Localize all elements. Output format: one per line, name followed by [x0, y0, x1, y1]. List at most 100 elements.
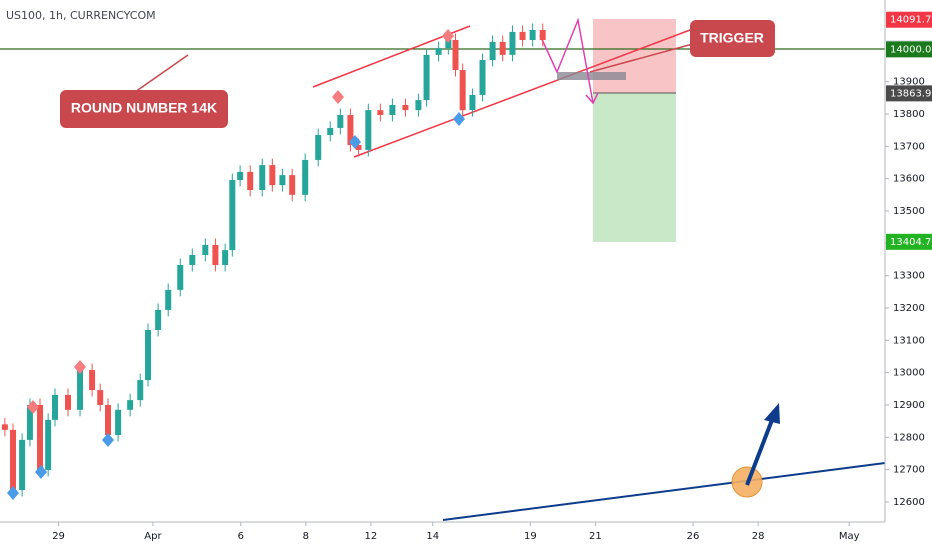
chart-title: US100, 1h, CURRENCYCOM	[6, 9, 156, 22]
y-tick-label: 13700	[893, 141, 925, 152]
y-tick-label: 13000	[893, 368, 925, 379]
candle-body	[212, 244, 219, 265]
callout-box	[690, 20, 775, 57]
x-tick-label: 28	[752, 531, 765, 542]
candle-body	[1, 424, 8, 430]
candle-body	[445, 39, 452, 49]
candle-body	[279, 175, 286, 186]
candle-body	[459, 70, 466, 111]
low-marker	[102, 433, 114, 447]
candle-body	[365, 110, 372, 150]
candle-body	[415, 100, 422, 111]
candle-body	[19, 439, 26, 490]
drawings	[0, 17, 886, 521]
y-tick-label: 13500	[893, 206, 925, 217]
candle-body	[77, 370, 84, 410]
candle-body	[97, 390, 104, 405]
candle-body	[539, 29, 546, 40]
channel-lower	[353, 29, 691, 158]
candle-body	[26, 404, 33, 440]
y-tick-label: 13900	[893, 77, 925, 88]
projection	[539, 17, 594, 104]
candle-body	[10, 429, 17, 490]
y-tick-label: 13800	[893, 109, 925, 120]
candle-body	[65, 394, 72, 410]
candle-body	[155, 309, 162, 330]
candle-body	[222, 250, 229, 265]
candle-body	[145, 329, 152, 381]
candle-body	[315, 135, 322, 160]
arrow-shaft	[745, 419, 774, 486]
candle-body	[247, 171, 254, 190]
y-tick-label: 13600	[893, 174, 925, 185]
x-tick-label: 19	[524, 531, 537, 542]
candle-body	[89, 370, 96, 391]
projection-arrow	[585, 92, 599, 105]
price-tag	[886, 233, 932, 250]
price-tag-label: 14091.7	[890, 15, 931, 26]
candle-body	[327, 127, 334, 136]
low-marker	[453, 112, 465, 126]
y-tick-label: 12900	[893, 400, 925, 411]
y-tick-label: 13100	[893, 335, 925, 346]
candle-body	[302, 159, 309, 195]
y-tick-label: 13300	[893, 271, 925, 282]
candle-body	[499, 41, 506, 55]
price-tag-label: 14000.0	[890, 44, 931, 55]
high-marker	[332, 90, 344, 104]
callout-box	[60, 90, 228, 128]
high-marker	[74, 360, 86, 374]
candle-body	[202, 244, 209, 255]
x-tick-label: 21	[589, 531, 602, 542]
candle-body	[519, 31, 526, 40]
candle-body	[137, 380, 144, 401]
axes: 12600 12700 12800 12900 13000 13100 13200 13300…	[52, 11, 932, 542]
y-tick-label: 12700	[893, 465, 925, 476]
stop-zone	[593, 19, 676, 93]
candle-body	[269, 165, 276, 186]
high-marker	[27, 400, 39, 414]
low-marker	[349, 135, 361, 149]
candle-body	[51, 394, 58, 420]
trigger-zone	[557, 72, 626, 80]
candle-body	[489, 41, 496, 61]
candle-body	[435, 48, 442, 55]
candle-body	[377, 110, 384, 115]
price-tag	[886, 85, 932, 102]
x-tick-label: Apr	[144, 531, 162, 542]
candle-body	[347, 114, 354, 146]
y-tick-label: 12600	[893, 497, 925, 508]
candle-body	[177, 264, 184, 290]
y-tick-label: 13200	[893, 303, 925, 314]
arrow-head	[764, 403, 780, 424]
candle-body	[389, 104, 396, 115]
trend-line	[442, 462, 886, 521]
candle-body	[479, 60, 486, 95]
x-tick-label: 6	[238, 531, 244, 542]
price-tag-label: 13404.7	[890, 237, 931, 248]
candle-body	[452, 39, 459, 71]
candle-body	[37, 404, 44, 470]
candle-body	[509, 31, 516, 55]
low-marker	[7, 486, 19, 500]
callout-text: ROUND NUMBER 14K	[71, 100, 217, 116]
candle-body	[127, 400, 134, 410]
callout-pointer	[134, 54, 189, 93]
candle-body	[259, 165, 266, 190]
x-tick-label: 8	[303, 531, 309, 542]
low-marker	[35, 465, 47, 479]
candle-body	[165, 289, 172, 310]
candle-body	[229, 179, 236, 251]
candle-body	[45, 419, 52, 470]
candle-body	[115, 409, 122, 436]
x-tick-label: 14	[426, 531, 439, 542]
x-tick-label: 12	[365, 531, 378, 542]
price-tag	[886, 41, 932, 58]
price-tag	[886, 11, 932, 28]
candle-body	[529, 29, 536, 40]
candle-body	[355, 145, 362, 150]
candle-body	[237, 171, 244, 180]
candle-body	[289, 175, 296, 195]
